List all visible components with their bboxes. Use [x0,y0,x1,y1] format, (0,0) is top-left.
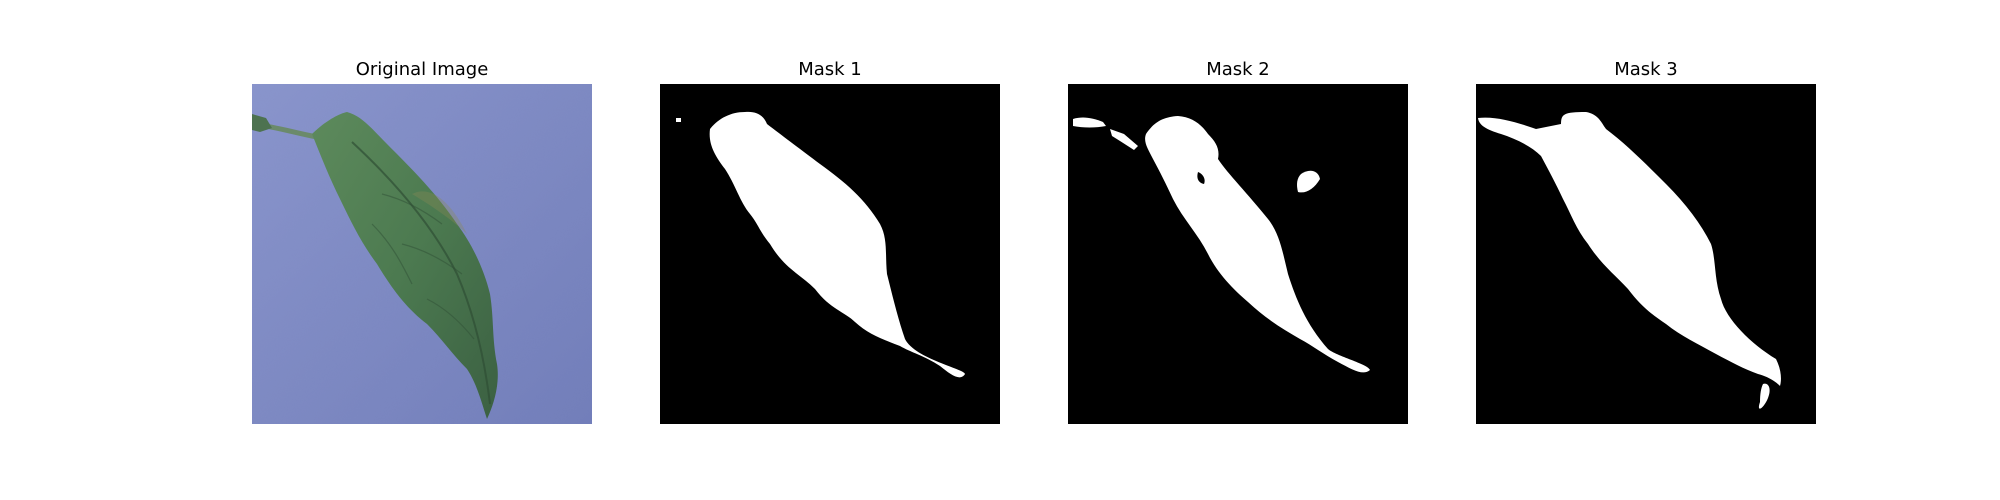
mask-1-image [660,84,1000,424]
panel-title: Mask 1 [798,59,862,80]
mask-2-image [1068,84,1408,424]
panel-title: Original Image [355,59,489,80]
panel-title: Mask 2 [1206,59,1270,80]
leaf-blade [312,112,498,419]
mask-region [1478,112,1781,386]
mask-region [709,111,965,378]
mask-3-image [1476,84,1816,424]
original-leaf-photo [252,84,592,424]
panel-title: Mask 3 [1614,59,1678,80]
